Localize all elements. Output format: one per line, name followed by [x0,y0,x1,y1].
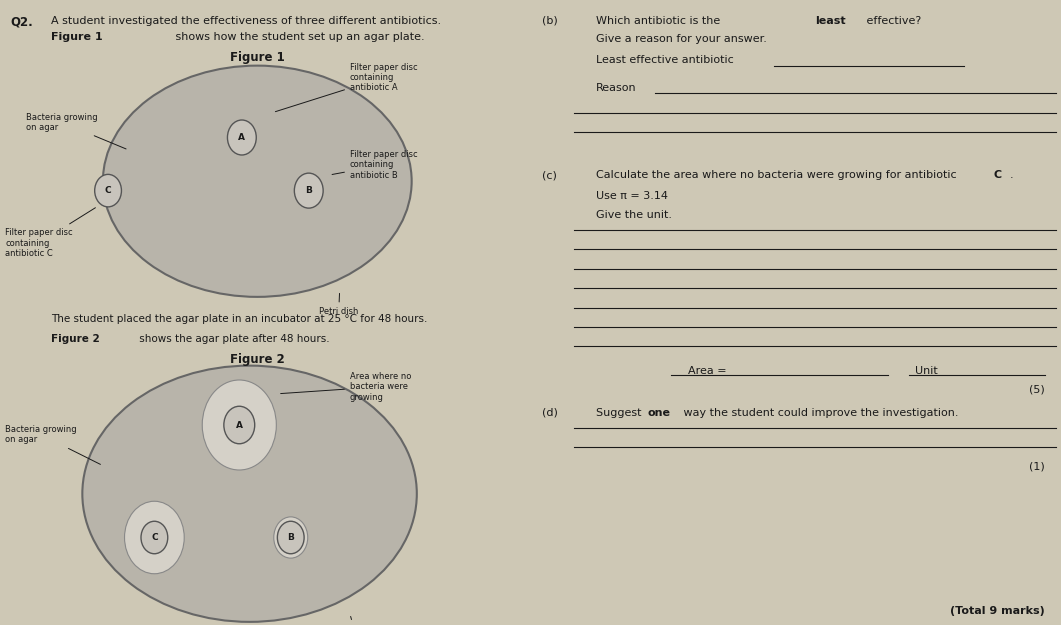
Circle shape [124,501,185,574]
Text: B: B [306,186,312,195]
Text: Figure 1: Figure 1 [52,32,103,43]
Circle shape [277,521,305,554]
Text: C: C [151,533,158,542]
Text: (d): (d) [541,408,557,418]
Text: Give a reason for your answer.: Give a reason for your answer. [595,34,766,44]
Circle shape [94,174,121,207]
Circle shape [141,521,168,554]
Text: A: A [239,133,245,142]
Text: (b): (b) [541,16,557,26]
Text: A: A [236,421,243,429]
Text: C: C [993,170,1002,180]
Text: Unit: Unit [915,366,938,376]
Circle shape [274,517,308,558]
Text: effective?: effective? [864,16,922,26]
Text: C: C [105,186,111,195]
Text: Reason: Reason [595,83,637,93]
Text: Filter paper disc
containing
antibiotic C: Filter paper disc containing antibiotic … [5,208,95,258]
Text: Least effective antibiotic: Least effective antibiotic [595,55,733,65]
Text: Calculate the area where no bacteria were growing for antibiotic: Calculate the area where no bacteria wer… [595,170,960,180]
Text: Area =: Area = [689,366,730,376]
Ellipse shape [83,366,417,622]
Text: Figure 1: Figure 1 [230,51,284,64]
Text: Q2.: Q2. [11,16,33,29]
Text: Area where no
bacteria were
growing: Area where no bacteria were growing [281,372,412,402]
Text: Petri dish: Petri dish [334,616,373,625]
Text: least: least [815,16,846,26]
Text: Use π = 3.14: Use π = 3.14 [595,191,667,201]
Text: Bacteria growing
on agar: Bacteria growing on agar [25,112,126,149]
Text: shows how the student set up an agar plate.: shows how the student set up an agar pla… [172,32,425,43]
Text: (Total 9 marks): (Total 9 marks) [950,606,1045,616]
Text: (5): (5) [1029,384,1045,394]
Text: (c): (c) [541,170,556,180]
Text: .: . [1010,170,1013,180]
Text: Figure 2: Figure 2 [230,353,284,366]
Text: The student placed the agar plate in an incubator at 25 °C for 48 hours.: The student placed the agar plate in an … [52,314,428,324]
Circle shape [203,380,276,470]
Circle shape [227,120,257,155]
Text: way the student could improve the investigation.: way the student could improve the invest… [679,408,958,418]
Text: Give the unit.: Give the unit. [595,210,672,220]
Text: B: B [288,533,294,542]
Text: one: one [647,408,671,418]
Text: Figure 2: Figure 2 [52,334,100,344]
Ellipse shape [103,66,412,297]
Text: Suggest: Suggest [595,408,645,418]
Text: Filter paper disc
containing
antibiotic A: Filter paper disc containing antibiotic … [276,62,418,112]
Text: shows the agar plate after 48 hours.: shows the agar plate after 48 hours. [137,334,330,344]
Text: A student investigated the effectiveness of three different antibiotics.: A student investigated the effectiveness… [52,16,441,26]
Circle shape [294,173,324,208]
Text: Which antibiotic is the: Which antibiotic is the [595,16,724,26]
Text: Filter paper disc
containing
antibiotic B: Filter paper disc containing antibiotic … [332,150,418,180]
Text: Petri dish: Petri dish [319,293,359,316]
Text: (1): (1) [1029,461,1045,471]
Text: Bacteria growing
on agar: Bacteria growing on agar [5,425,101,464]
Circle shape [224,406,255,444]
